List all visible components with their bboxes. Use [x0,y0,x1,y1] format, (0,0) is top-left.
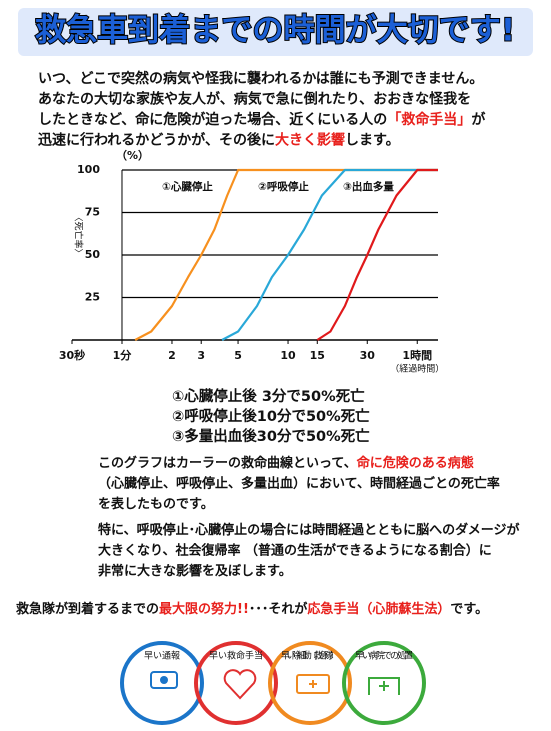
text-segment: 最大限の努力!! [159,601,249,617]
text-segment: 特に、呼吸停止･心臓停止の場合には時間経過とともに脳へのダメージが [98,522,519,538]
x-tick-label: 1時間 [402,348,432,362]
summary-line: ①心臓停止後 3分で50%死亡 [172,387,365,405]
series-line [316,168,438,341]
x-tick-label: 5 [234,349,242,362]
icon-ambulance [296,674,330,694]
x-tick-label: 10 [280,349,296,362]
text-segment: 大きく影響 [275,132,345,149]
text-segment: 応急手当（心肺蘇生法） [307,601,450,617]
figures [150,669,400,700]
summary-line: ③多量出血後30分で50%死亡 [172,427,370,445]
text-segment: ･･･それが [249,601,308,617]
series-label: ③出血多量 [343,180,394,193]
text-segment: します。 [345,133,400,149]
explanation-line: このグラフはカーラーの救命曲線といって、命に危険のある病態 [98,455,474,471]
series-label: ②呼吸停止 [258,180,309,193]
x-tick-label: 30秒 [59,348,85,362]
text-segment: 救急隊が到着するまでの [16,601,159,617]
y-axis-label: 〈死亡率〉 [73,212,85,257]
x-tick-label: 3 [197,349,205,362]
chain-label: 早い通報 [144,651,180,662]
text-segment: 「救命手当」 [387,111,471,128]
icon-cross [309,680,317,688]
icon-phone [150,671,178,689]
series-line [221,168,438,341]
summary-line: ②呼吸停止後10分で50%死亡 [172,407,370,425]
chain-label: 早い除細動（救急隊） [281,650,339,662]
intro-line: 迅速に行われるかどうかが、その後に大きく影響します。 [38,132,400,149]
text-segment: このグラフはカーラーの救命曲線といって、 [98,455,357,471]
chain-ring [120,641,204,725]
text-segment: したときなど、命に危険が迫った場合、近くにいる人の [38,111,387,128]
chain-ring [194,641,278,725]
x-tick-label: 1分 [113,348,133,362]
chain-label: 早い救命手当 [209,650,263,662]
intro-line: したときなど、命に危険が迫った場合、近くにいる人の「救命手当」が [38,111,486,128]
impact-line: 非常に大きな影響を及ぼします。 [98,563,292,579]
y-tick-label: 25 [85,291,100,304]
text-segment: が [471,111,486,128]
text-segment: あなたの大切な家族や友人が、病気で急に倒れたり、おおきな怪我を [38,91,471,108]
title-band [18,8,533,56]
text-segment: 非常に大きな影響を及ぼします。 [98,563,292,579]
text-segment: を表したものです。 [98,496,214,512]
explanation-line: （心臓停止、呼吸停止、多量出血）において、時間経過ごとの死亡率 [98,475,500,491]
text-segment: いつ、どこで突然の病気や怪我に襲われるかは誰にも予測できません。 [38,70,483,87]
icon-heart [223,669,257,700]
intro-line: いつ、どこで突然の病気や怪我に襲われるかは誰にも予測できません。 [38,70,483,87]
text-segment: 迅速に行われるかどうかが、その後に [38,132,275,149]
text-segment: 命に危険のある病態 [356,455,474,471]
title: 救急車到着までの時間が大切です! [35,13,515,49]
impact-line: 大きくなり、社会復帰率 （普通の生活ができるようになる割合）に [98,542,492,558]
x-tick-label: 15 [310,349,325,362]
closing-line: 救急隊が到着するまでの最大限の努力!!･･･それが応急手当（心肺蘇生法）です。 [16,601,488,617]
series-label: ①心臓停止 [162,180,213,193]
explanation-line: を表したものです。 [98,496,214,512]
chain-ring [268,641,352,725]
x-tick-label: 2 [168,349,176,362]
intro-line: あなたの大切な家族や友人が、病気で急に倒れたり、おおきな怪我を [38,91,471,108]
y-tick-label: 75 [85,206,100,219]
y-unit: （%） [116,149,149,162]
icon-hospital [368,677,400,695]
series-line [134,168,438,341]
chain-ring [342,641,426,725]
icon-hospital-cross [379,681,389,691]
text-segment: 大きくなり、社会復帰率 （普通の生活ができるようになる割合）に [98,542,492,558]
text-segment: です。 [450,602,488,617]
y-tick-label: 50 [85,248,101,261]
chain-label: 早い病院での処置 [355,650,413,662]
x-tick-label: 30 [360,349,376,362]
impact-line: 特に、呼吸停止･心臓停止の場合には時間経過とともに脳へのダメージが [98,522,519,538]
text-segment: （心臓停止、呼吸停止、多量出血）において、時間経過ごとの死亡率 [98,475,500,491]
x-axis-label: （経過時間） [390,363,444,375]
icon-phone-dial [160,676,168,684]
y-tick-label: 100 [77,163,100,176]
